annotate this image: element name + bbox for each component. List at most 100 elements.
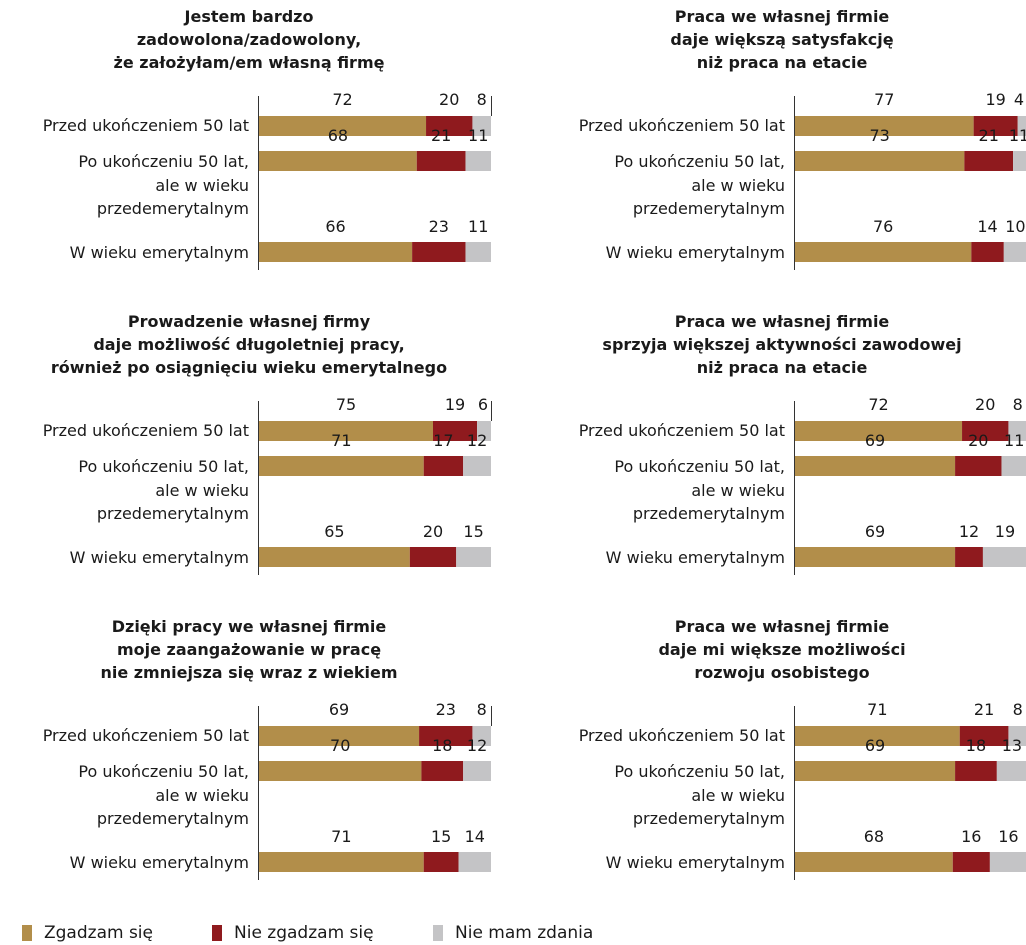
bar-no-opinion: [1017, 116, 1026, 136]
bar-disagree: [416, 151, 466, 171]
chart-title-line: również po osiągnięciu wieku emerytalneg…: [51, 358, 447, 377]
chart-title-line: niż praca na etacie: [697, 53, 868, 72]
chart-title-line: sprzyja większej aktywności zawodowej: [602, 335, 961, 354]
chart-title-line: Dzięki pracy we własnej firmie: [112, 617, 387, 636]
data-label-agree: 65: [324, 522, 344, 541]
bar-agree: [259, 421, 433, 441]
bar-no-opinion: [1001, 456, 1026, 476]
bar-no-opinion: [465, 151, 491, 171]
chart-panel-6: Praca we własnej firmie daje mi większe m…: [579, 617, 1026, 880]
data-label-no-opinion: 8: [477, 90, 487, 109]
bar-agree: [795, 242, 972, 262]
chart-title-line: Praca we własnej firmie: [675, 312, 890, 331]
bar-no-opinion: [472, 116, 491, 136]
bar-disagree: [959, 726, 1009, 746]
data-label-agree: 77: [874, 90, 894, 109]
legend-item-agree: Zgadzam się: [22, 923, 153, 943]
data-label-disagree: 17: [433, 431, 453, 450]
chart-panel-2: Praca we własnej firmie daje większą saty…: [579, 7, 1026, 270]
chart-title-line: Praca we własnej firmie: [675, 617, 890, 636]
category-label: Po ukończeniu 50 lat,: [78, 457, 249, 476]
chart-title-line: niż praca na etacie: [697, 358, 868, 377]
data-label-no-opinion: 14: [465, 827, 485, 846]
legend-item-disagree: Nie zgadzam się: [212, 923, 374, 943]
bar-disagree: [433, 421, 478, 441]
data-label-disagree: 15: [431, 827, 451, 846]
data-label-no-opinion: 8: [1013, 395, 1023, 414]
legend-label-no-opinion: Nie mam zdania: [455, 923, 594, 943]
category-label: ale w wieku: [155, 481, 249, 500]
category-label: Przed ukończeniem 50 lat: [43, 726, 249, 745]
category-label: przedemerytalnym: [633, 504, 785, 523]
data-label-disagree: 14: [977, 217, 997, 236]
chart-title-line: Prowadzenie własnej firmy: [128, 312, 371, 331]
data-label-disagree: 21: [431, 126, 451, 145]
chart-title-line: daje większą satysfakcję: [670, 30, 893, 49]
data-label-disagree: 20: [439, 90, 459, 109]
data-label-no-opinion: 12: [467, 736, 487, 755]
data-label-disagree: 21: [974, 700, 994, 719]
bar-no-opinion: [472, 726, 491, 746]
bar-no-opinion: [996, 761, 1026, 781]
bar-disagree: [426, 116, 473, 136]
chart-title-line: Jestem bardzo: [184, 7, 314, 26]
category-label: ale w wieku: [691, 481, 785, 500]
legend-swatch-agree: [22, 925, 32, 941]
category-label: Przed ukończeniem 50 lat: [43, 116, 249, 135]
bar-no-opinion: [477, 421, 491, 441]
chart-title-line: nie zmniejsza się wraz z wiekiem: [100, 663, 397, 682]
chart-title-line: rozwoju osobistego: [694, 663, 869, 682]
data-label-disagree: 18: [966, 736, 986, 755]
data-label-disagree: 19: [445, 395, 465, 414]
bar-no-opinion: [463, 761, 491, 781]
bar-no-opinion: [456, 547, 491, 567]
category-label: ale w wieku: [155, 176, 249, 195]
data-label-disagree: 12: [959, 522, 979, 541]
bar-agree: [259, 726, 420, 746]
category-label: przedemerytalnym: [97, 504, 249, 523]
data-label-agree: 75: [336, 395, 356, 414]
bar-no-opinion: [463, 456, 491, 476]
category-label: Po ukończeniu 50 lat,: [78, 762, 249, 781]
bar-disagree: [423, 456, 464, 476]
data-label-no-opinion: 16: [998, 827, 1018, 846]
data-label-disagree: 16: [961, 827, 981, 846]
bar-no-opinion: [465, 242, 491, 262]
bar-no-opinion: [1008, 421, 1026, 441]
category-label: Po ukończeniu 50 lat,: [614, 152, 785, 171]
data-label-agree: 66: [325, 217, 345, 236]
bar-agree: [259, 242, 413, 262]
bar-agree: [259, 456, 424, 476]
data-label-no-opinion: 11: [1004, 431, 1024, 450]
data-label-agree: 72: [868, 395, 888, 414]
category-label: ale w wieku: [155, 786, 249, 805]
bar-disagree: [412, 242, 466, 262]
data-label-agree: 69: [329, 700, 349, 719]
data-label-disagree: 20: [975, 395, 995, 414]
data-label-agree: 68: [864, 827, 884, 846]
category-label: przedemerytalnym: [633, 809, 785, 828]
bar-no-opinion: [1013, 151, 1026, 171]
bar-agree: [795, 456, 956, 476]
category-label: Po ukończeniu 50 lat,: [614, 762, 785, 781]
data-label-no-opinion: 13: [1002, 736, 1022, 755]
category-label: W wieku emerytalnym: [70, 243, 249, 262]
chart-grid: Jestem bardzo zadowolona/zadowolony, że za…: [43, 7, 1026, 880]
bar-disagree: [955, 761, 997, 781]
data-label-disagree: 20: [968, 431, 988, 450]
bar-disagree: [423, 852, 459, 872]
data-label-no-opinion: 15: [463, 522, 483, 541]
bar-agree: [795, 151, 965, 171]
data-label-disagree: 23: [436, 700, 456, 719]
data-label-agree: 69: [865, 522, 885, 541]
data-label-agree: 73: [870, 126, 890, 145]
bar-disagree: [952, 852, 990, 872]
data-label-agree: 68: [328, 126, 348, 145]
data-label-no-opinion: 19: [995, 522, 1015, 541]
bar-disagree: [973, 116, 1018, 136]
chart-panel-5: Dzięki pracy we własnej firmie moje zaang…: [43, 617, 492, 880]
data-label-agree: 71: [331, 827, 351, 846]
category-label: Po ukończeniu 50 lat,: [614, 457, 785, 476]
bar-disagree: [409, 547, 457, 567]
bar-agree: [259, 547, 410, 567]
